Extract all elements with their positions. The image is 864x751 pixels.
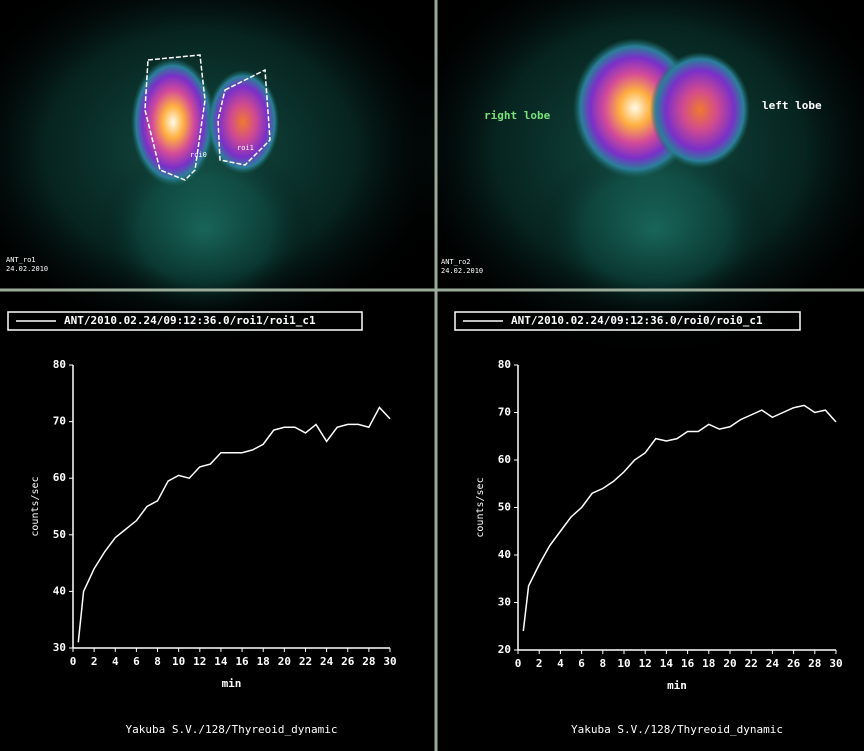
- x-tick-label: 28: [808, 657, 821, 670]
- footer: Yakuba S.V./128/Thyreoid_dynamic: [571, 723, 783, 736]
- x-tick-label: 16: [681, 657, 695, 670]
- x-tick-label: 10: [617, 657, 630, 670]
- roi-label: roi0: [190, 151, 207, 159]
- x-tick-label: 18: [257, 655, 270, 668]
- x-tick-label: 26: [787, 657, 801, 670]
- x-tick-label: 4: [557, 657, 564, 670]
- x-tick-label: 4: [112, 655, 119, 668]
- y-tick-label: 80: [498, 358, 511, 371]
- x-tick-label: 22: [299, 655, 312, 668]
- x-tick-label: 10: [172, 655, 185, 668]
- image-date: 24.02.2010: [441, 267, 483, 275]
- x-tick-label: 20: [723, 657, 736, 670]
- y-tick-label: 50: [498, 501, 511, 514]
- x-tick-label: 30: [383, 655, 396, 668]
- lobe-label: left lobe: [762, 99, 822, 112]
- x-tick-label: 2: [91, 655, 98, 668]
- x-tick-label: 14: [214, 655, 228, 668]
- y-tick-label: 70: [498, 406, 511, 419]
- image-name: ANT_ro1: [6, 256, 36, 264]
- x-tick-label: 2: [536, 657, 543, 670]
- x-tick-label: 26: [341, 655, 355, 668]
- roi-label: roi1: [237, 144, 254, 152]
- x-axis-label: min: [222, 677, 242, 690]
- y-tick-label: 40: [53, 584, 66, 597]
- x-tick-label: 8: [154, 655, 161, 668]
- viewer: roi0 roi1 ANT_ro1 24.02.2010 right lobe …: [0, 0, 864, 751]
- x-tick-label: 28: [362, 655, 375, 668]
- y-tick-label: 40: [498, 548, 511, 561]
- x-tick-label: 8: [599, 657, 606, 670]
- y-tick-label: 60: [53, 471, 66, 484]
- y-tick-label: 30: [53, 641, 66, 654]
- x-tick-label: 6: [578, 657, 585, 670]
- y-tick-label: 20: [498, 643, 511, 656]
- x-tick-label: 6: [133, 655, 140, 668]
- page: {"images": [ {"name": "ANT_ro1", "date":…: [0, 0, 864, 751]
- x-tick-label: 12: [639, 657, 652, 670]
- x-tick-label: 14: [660, 657, 674, 670]
- x-tick-label: 22: [745, 657, 758, 670]
- lobe-label: right lobe: [484, 109, 551, 122]
- x-tick-label: 30: [829, 657, 842, 670]
- legend-label: ANT/2010.02.24/09:12:36.0/roi1/roi1_c1: [64, 314, 316, 327]
- image-name: ANT_ro2: [441, 258, 471, 266]
- y-axis-label: counts/sec: [475, 477, 486, 537]
- x-tick-label: 24: [320, 655, 334, 668]
- x-tick-label: 24: [766, 657, 780, 670]
- x-tick-label: 0: [70, 655, 77, 668]
- x-tick-label: 0: [515, 657, 522, 670]
- y-tick-label: 50: [53, 528, 66, 541]
- y-tick-label: 70: [53, 415, 66, 428]
- legend-label: ANT/2010.02.24/09:12:36.0/roi0/roi0_c1: [511, 314, 763, 327]
- x-tick-label: 16: [235, 655, 249, 668]
- y-tick-label: 30: [498, 596, 511, 609]
- image-date: 24.02.2010: [6, 265, 48, 273]
- y-tick-label: 80: [53, 358, 66, 371]
- x-tick-label: 20: [278, 655, 291, 668]
- x-tick-label: 18: [702, 657, 715, 670]
- y-axis-label: counts/sec: [30, 476, 41, 536]
- x-axis-label: min: [667, 679, 687, 692]
- y-tick-label: 60: [498, 453, 511, 466]
- x-tick-label: 12: [193, 655, 206, 668]
- footer: Yakuba S.V./128/Thyreoid_dynamic: [126, 723, 338, 736]
